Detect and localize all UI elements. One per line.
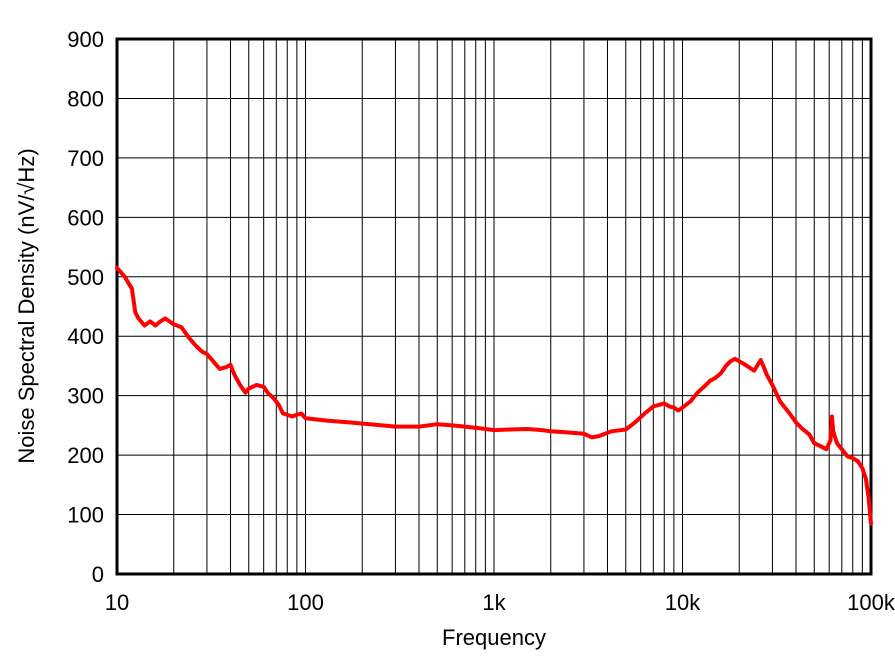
x-tick-label: 1k (482, 590, 506, 615)
y-axis-tick-labels: 0 100 200 300 400 500 600 700 800 900 (67, 27, 104, 587)
x-tick-label: 100 (287, 590, 324, 615)
x-axis-title: Frequency (442, 625, 546, 650)
y-tick-label: 900 (67, 27, 104, 52)
grid-lines (116, 38, 871, 575)
y-tick-label: 200 (67, 443, 104, 468)
y-tick-label: 100 (67, 503, 104, 528)
y-tick-label: 800 (67, 86, 104, 111)
y-tick-label: 400 (67, 324, 104, 349)
y-tick-label: 0 (92, 562, 104, 587)
x-tick-label: 10k (665, 590, 701, 615)
y-tick-label: 300 (67, 384, 104, 409)
x-tick-label: 10 (105, 590, 129, 615)
y-axis-title: Noise Spectral Density (nV/√Hz) (14, 148, 39, 463)
y-tick-label: 700 (67, 146, 104, 171)
x-axis-tick-labels: 10 100 1k 10k 100k (105, 590, 895, 615)
noise-density-line (115, 265, 873, 526)
x-tick-label: 100k (847, 590, 895, 615)
y-tick-label: 500 (67, 265, 104, 290)
y-tick-label: 600 (67, 205, 104, 230)
plot-frame (115, 37, 873, 576)
